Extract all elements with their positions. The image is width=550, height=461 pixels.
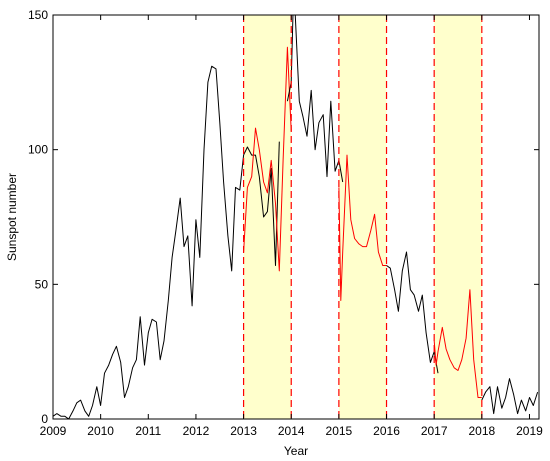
x-tick-label: 2015 [326, 424, 353, 438]
series-line-6 [433, 289, 482, 398]
y-tick-label: 150 [28, 8, 48, 22]
series-line-1 [53, 65, 280, 419]
x-axis-label: Year [284, 444, 308, 458]
plot-frame [52, 14, 540, 420]
axis-ticks: 2009 2010 2011 2012 2013 2014 2015 2016 2017 2018… [28, 8, 543, 438]
shaded-interval-1 [243, 15, 292, 419]
series-line-2 [243, 46, 292, 272]
y-tick-label: 0 [41, 412, 48, 426]
y-tick-label: 50 [35, 277, 49, 291]
x-tick-label: 2014 [278, 424, 305, 438]
series-line-4 [338, 154, 387, 301]
shaded-interval-3 [434, 15, 482, 419]
shaded-intervals [243, 15, 482, 419]
x-tick-label: 2009 [40, 424, 67, 438]
series-line-7 [481, 378, 539, 415]
data-series [53, 15, 539, 419]
x-tick-label: 2011 [135, 424, 161, 438]
y-tick-label: 100 [28, 143, 48, 157]
series-line-3 [286, 15, 344, 183]
x-tick-label: 2017 [421, 424, 448, 438]
x-tick-label: 2016 [373, 424, 400, 438]
x-tick-label: 2013 [230, 424, 257, 438]
interval-boundaries [242, 15, 483, 419]
x-tick-label: 2018 [468, 424, 495, 438]
shaded-interval-2 [338, 15, 387, 419]
y-axis-label: Sunspot number [5, 173, 19, 261]
x-tick-label: 2019 [516, 424, 543, 438]
x-tick-label: 2012 [183, 424, 210, 438]
series-line-5 [386, 251, 439, 374]
x-tick-label: 2010 [87, 424, 114, 438]
